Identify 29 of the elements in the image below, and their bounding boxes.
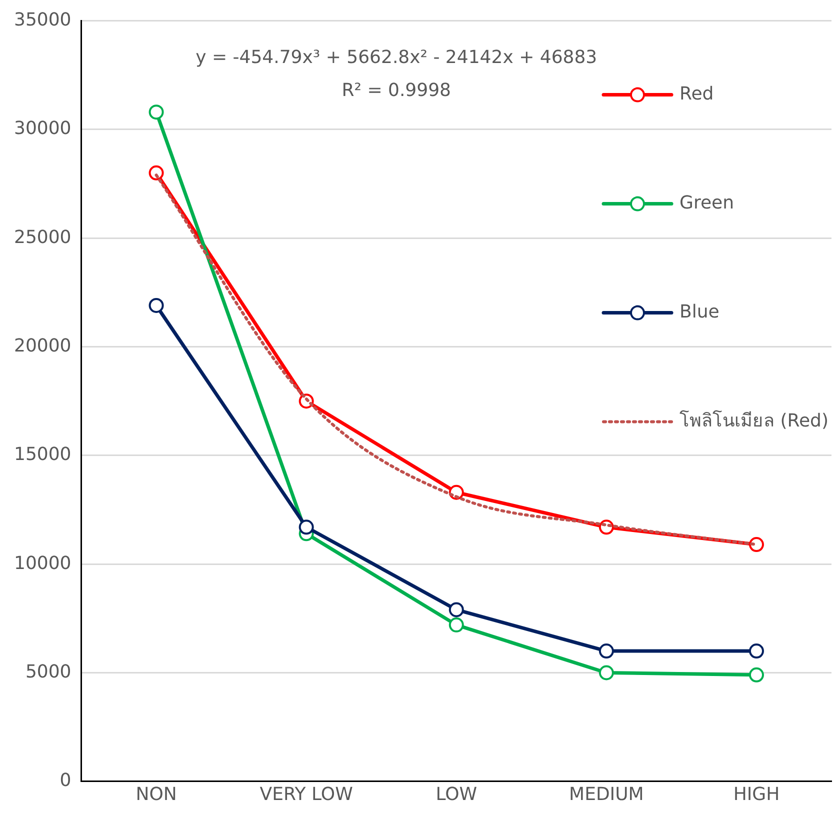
point: [148, 298, 164, 313]
point: [748, 667, 764, 682]
y-tick-label: 20000: [14, 335, 72, 356]
point: [748, 537, 764, 552]
x-tick-label: LOW: [436, 784, 478, 805]
legend-label: โพลิโนเมียล (Red): [680, 409, 828, 432]
point: [598, 644, 614, 659]
annotation: y = -454.79x³ + 5662.8x² - 24142x + 46883: [196, 46, 598, 68]
legend-label: Red: [680, 83, 714, 104]
y-tick-label: 5000: [25, 661, 72, 682]
y-tick-label: 35000: [14, 9, 72, 30]
y-tick-label: 30000: [14, 118, 72, 140]
y-tick-label: 25000: [14, 226, 72, 248]
y-tick-label: 15000: [14, 444, 72, 466]
y-tick-label: 0: [60, 770, 72, 792]
point: [598, 665, 614, 680]
x-tick-label: HIGH: [733, 784, 780, 805]
x-tick-label: NON: [136, 784, 177, 805]
point: [298, 520, 314, 535]
legend-label: Blue: [680, 301, 720, 322]
annotation: R² = 0.9998: [342, 80, 451, 101]
y-tick-label: 10000: [14, 552, 72, 574]
point: [148, 104, 164, 120]
x-tick-label: VERY LOW: [260, 784, 354, 805]
point: [448, 617, 464, 632]
point: [448, 602, 464, 618]
legend-label: Green: [680, 192, 734, 214]
point: [748, 644, 764, 659]
x-tick-label: MEDIUM: [569, 784, 644, 805]
